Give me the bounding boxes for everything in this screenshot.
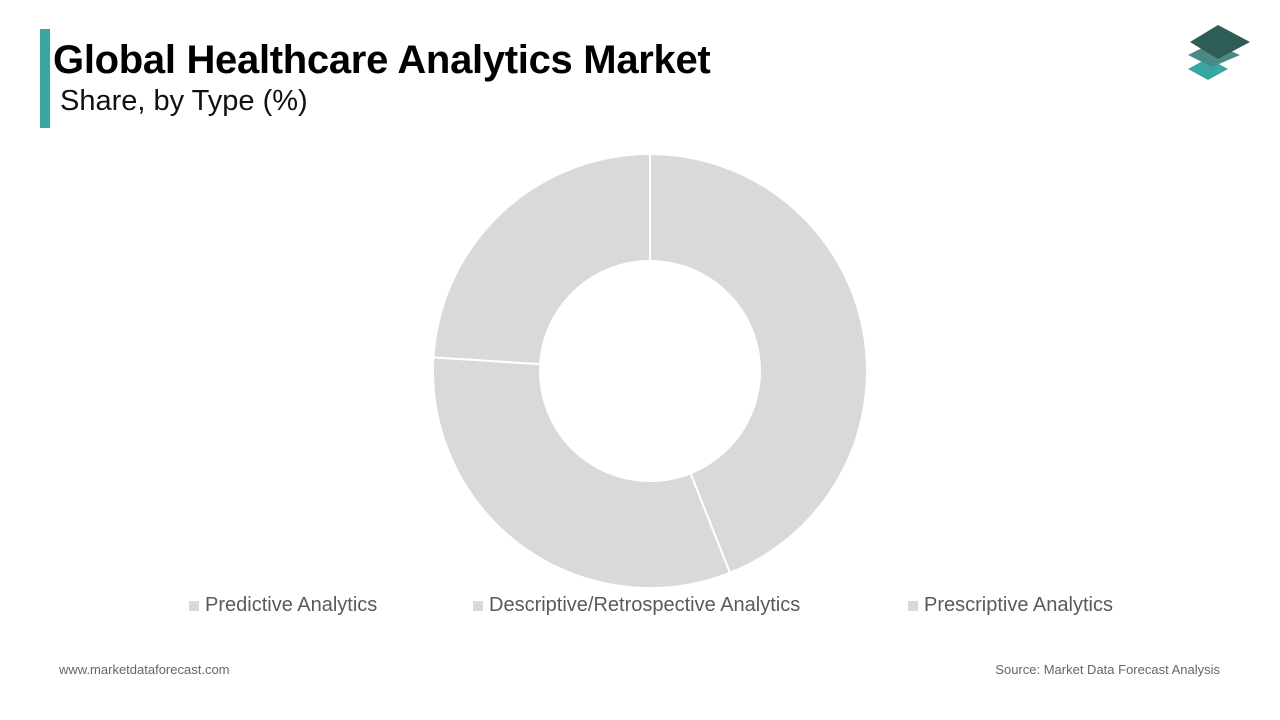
legend-swatch <box>189 600 199 611</box>
chart-subtitle: Share, by Type (%) <box>60 85 308 117</box>
legend-label: Predictive Analytics <box>205 594 378 616</box>
footer-source: Source: Market Data Forecast Analysis <box>995 662 1220 677</box>
donut-slice-predictive-analytics <box>649 152 868 575</box>
footer-website: www.marketdataforecast.com <box>59 662 230 677</box>
legend-item: Descriptive/Retrospective Analytics <box>473 594 800 617</box>
logo-layer-top <box>1190 25 1250 59</box>
title-accent-bar <box>40 29 50 128</box>
legend-label: Descriptive/Retrospective Analytics <box>489 594 801 616</box>
donut-slice-prescriptive-analytics <box>432 152 651 366</box>
legend-item: Predictive Analytics <box>189 594 377 617</box>
chart-legend: Predictive Analytics Descriptive/Retrospe… <box>0 594 1280 622</box>
donut-slice-descriptive-retrospective-analytics <box>432 356 732 589</box>
legend-item: Prescriptive Analytics <box>908 594 1113 617</box>
legend-swatch <box>908 600 918 611</box>
legend-swatch <box>473 600 483 611</box>
chart-title: Global Healthcare Analytics Market <box>53 38 711 82</box>
stacked-layers-icon <box>1188 25 1250 80</box>
legend-label: Prescriptive Analytics <box>924 594 1113 616</box>
